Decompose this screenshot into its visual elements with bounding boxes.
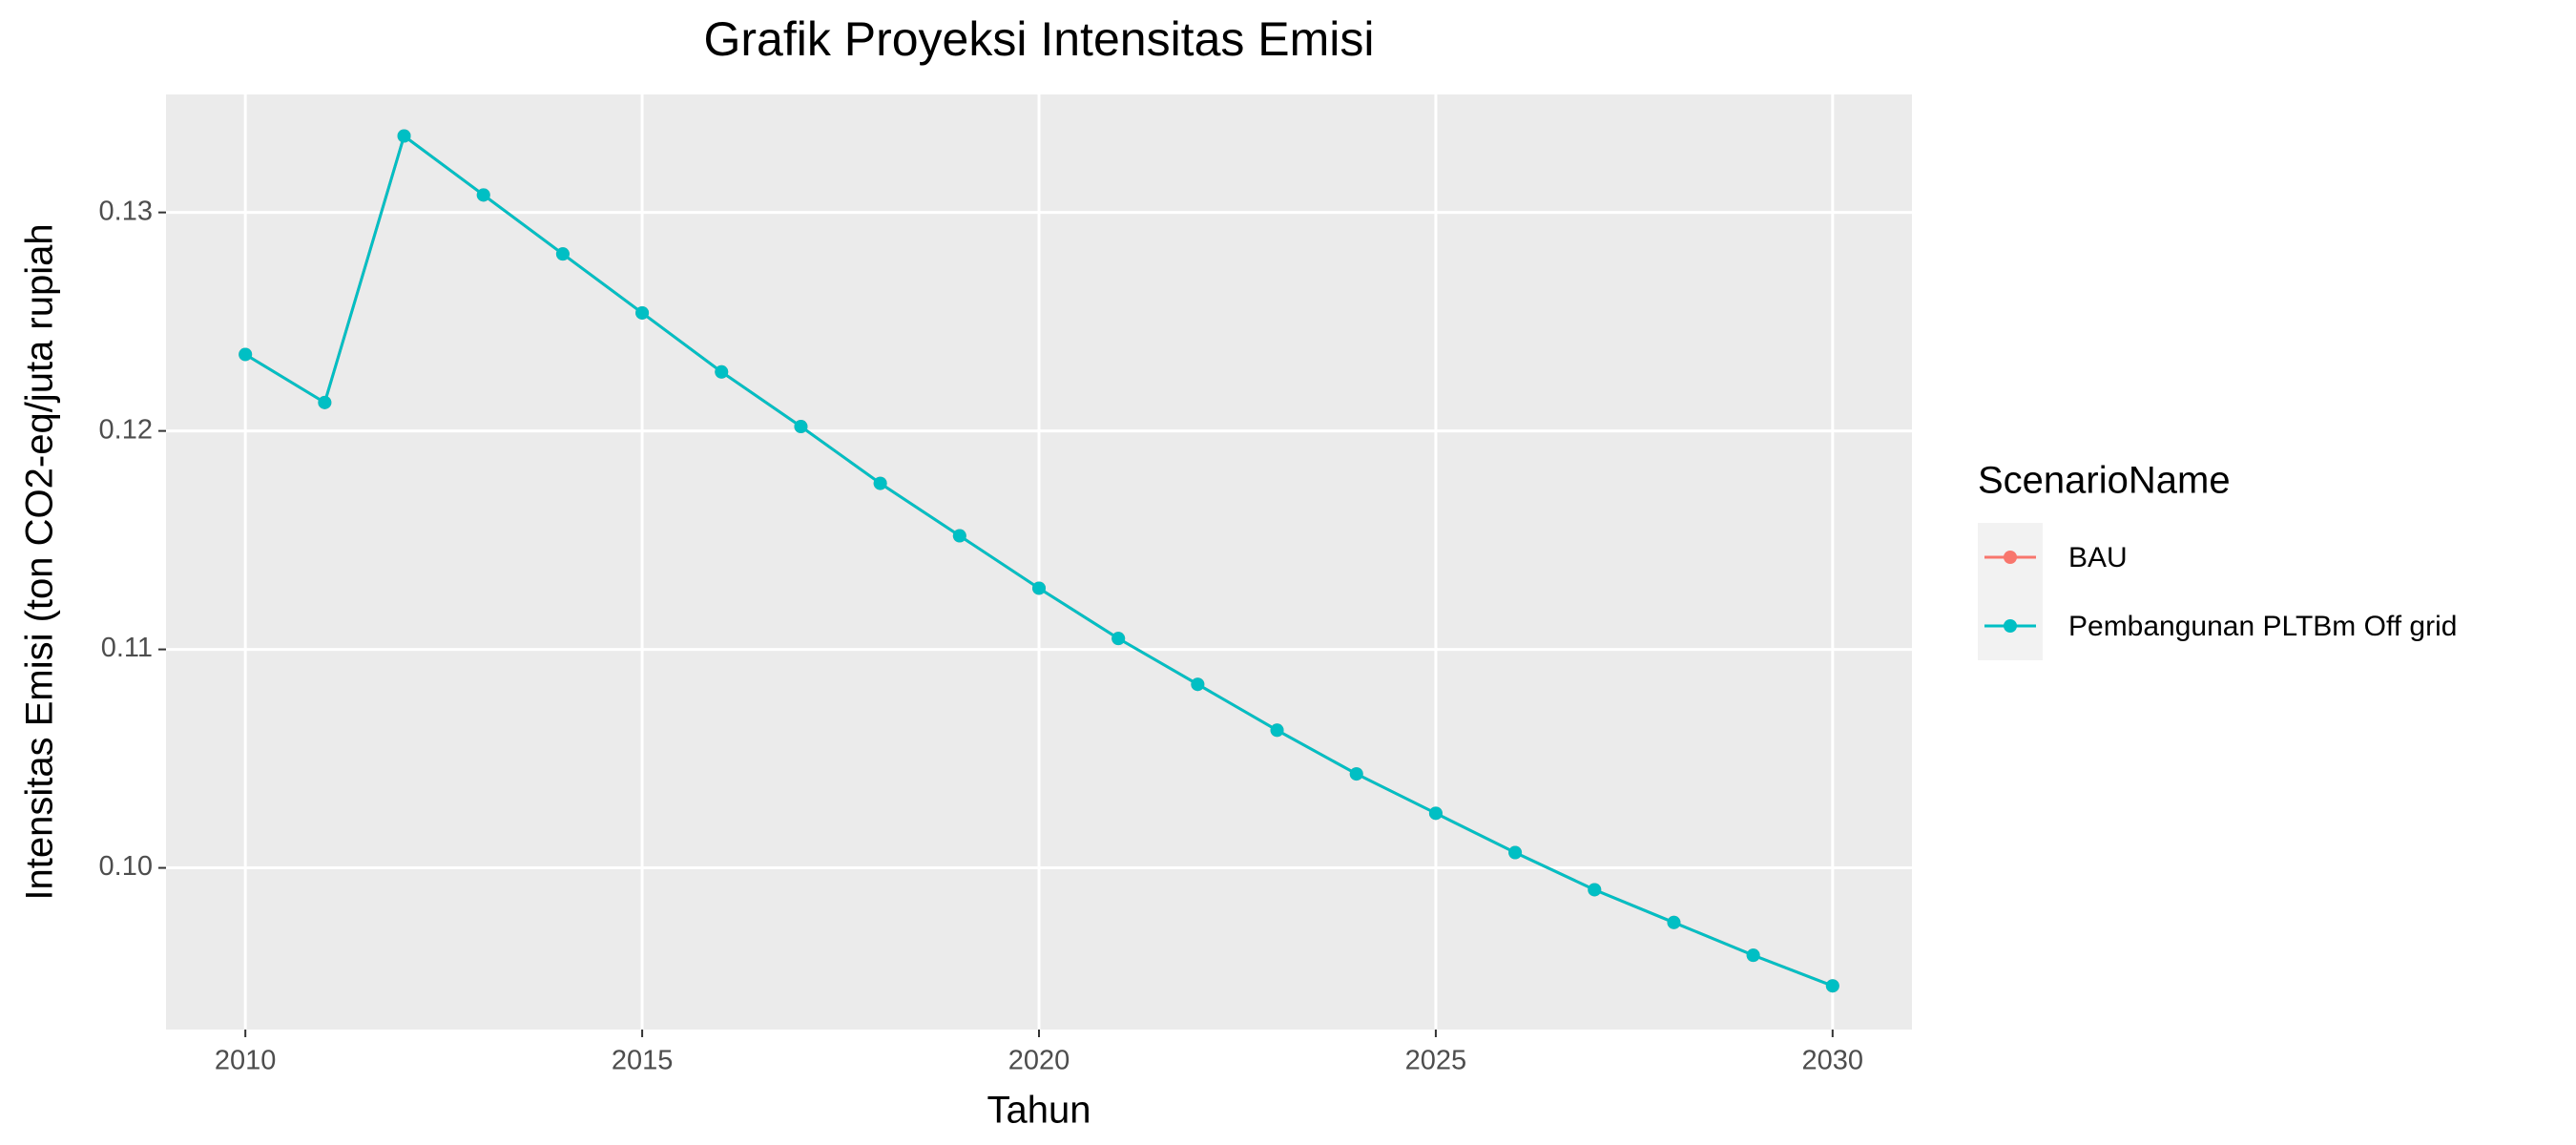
x-tick-label: 2015 xyxy=(612,1046,674,1076)
x-tick-label: 2010 xyxy=(215,1046,277,1076)
data-point xyxy=(635,305,650,320)
data-point xyxy=(555,247,570,261)
data-point xyxy=(794,420,808,434)
legend-title: ScenarioName xyxy=(1978,460,2231,502)
legend-key-point xyxy=(2004,619,2017,633)
data-point xyxy=(1667,915,1681,929)
data-point xyxy=(1111,632,1126,646)
y-tick-label: 0.12 xyxy=(99,414,153,445)
data-point xyxy=(1746,948,1760,963)
data-point xyxy=(952,529,966,543)
data-point xyxy=(476,188,490,202)
chart-title: Grafik Proyeksi Intensitas Emisi xyxy=(704,12,1375,66)
legend-label: BAU xyxy=(2068,542,2128,573)
legend-key-point xyxy=(2004,551,2017,564)
data-point xyxy=(1588,883,1602,897)
data-point xyxy=(318,395,332,409)
y-axis-label: Intensitas Emisi (ton CO2-eq/juta rupiah xyxy=(19,223,61,900)
x-tick-label: 2030 xyxy=(1802,1046,1864,1076)
data-point xyxy=(1428,806,1443,821)
data-point xyxy=(715,364,729,379)
y-tick-label: 0.13 xyxy=(99,196,153,226)
data-point xyxy=(1508,845,1523,860)
data-point xyxy=(1349,767,1363,781)
data-point xyxy=(1825,979,1839,993)
data-point xyxy=(1270,723,1284,738)
x-axis-label: Tahun xyxy=(987,1090,1091,1132)
y-tick-label: 0.11 xyxy=(101,633,153,663)
x-tick-label: 2025 xyxy=(1405,1046,1467,1076)
data-point xyxy=(1032,581,1046,595)
data-point xyxy=(397,129,411,143)
legend-label: Pembangunan PLTBm Off grid xyxy=(2068,611,2457,642)
data-point xyxy=(1191,677,1205,692)
y-tick-label: 0.10 xyxy=(99,851,153,882)
data-point xyxy=(873,476,887,490)
x-tick-label: 2020 xyxy=(1008,1046,1070,1076)
data-point xyxy=(239,347,253,362)
